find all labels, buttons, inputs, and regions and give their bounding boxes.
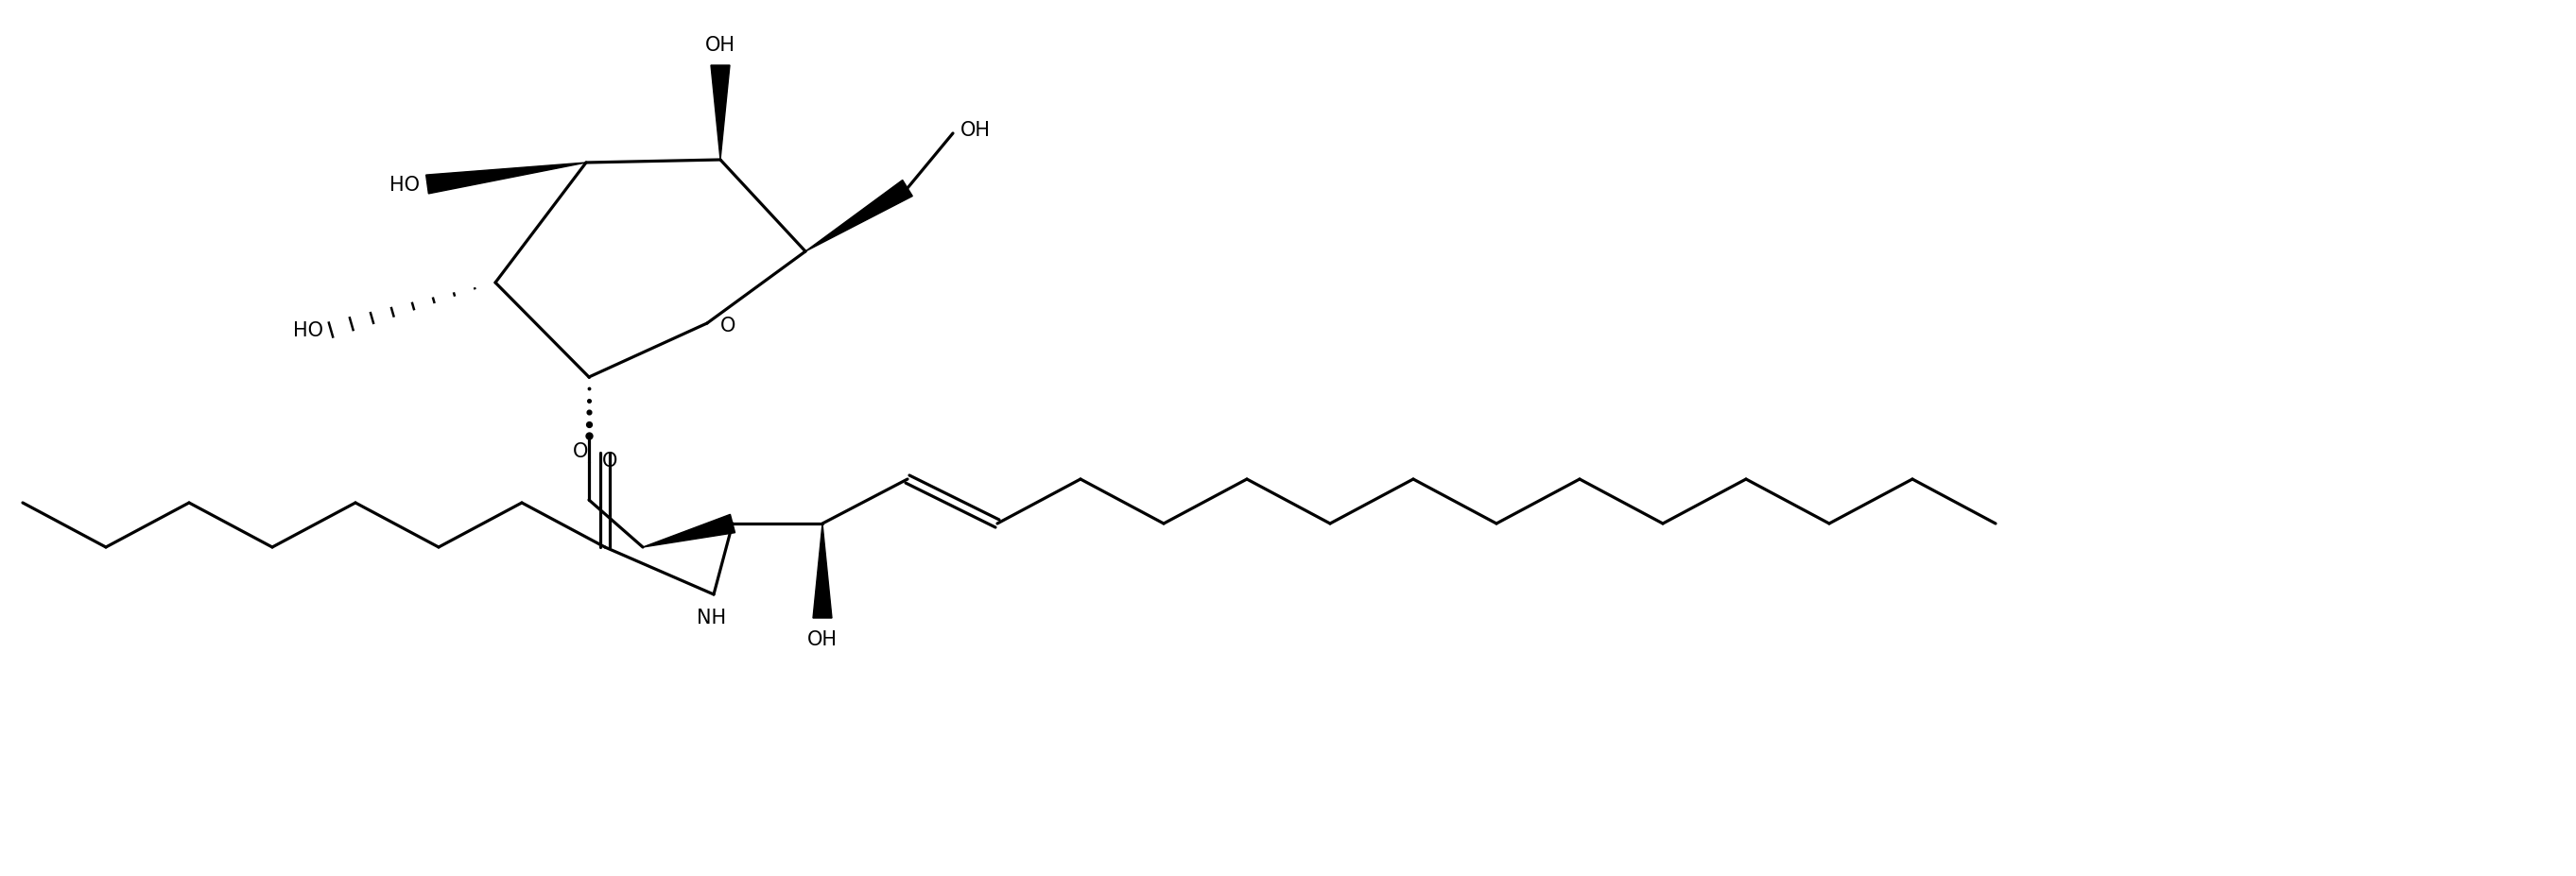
Text: OH: OH (961, 121, 992, 139)
Polygon shape (814, 524, 832, 618)
Text: O: O (603, 451, 618, 470)
Text: O: O (721, 316, 737, 336)
Text: OH: OH (706, 36, 737, 54)
Text: OH: OH (806, 630, 837, 648)
Text: HO: HO (294, 321, 325, 340)
Polygon shape (711, 66, 729, 160)
Text: O: O (572, 442, 587, 461)
Polygon shape (806, 180, 912, 252)
Polygon shape (425, 163, 587, 194)
Polygon shape (644, 515, 734, 548)
Text: NH: NH (698, 608, 726, 627)
Text: HO: HO (389, 175, 420, 194)
